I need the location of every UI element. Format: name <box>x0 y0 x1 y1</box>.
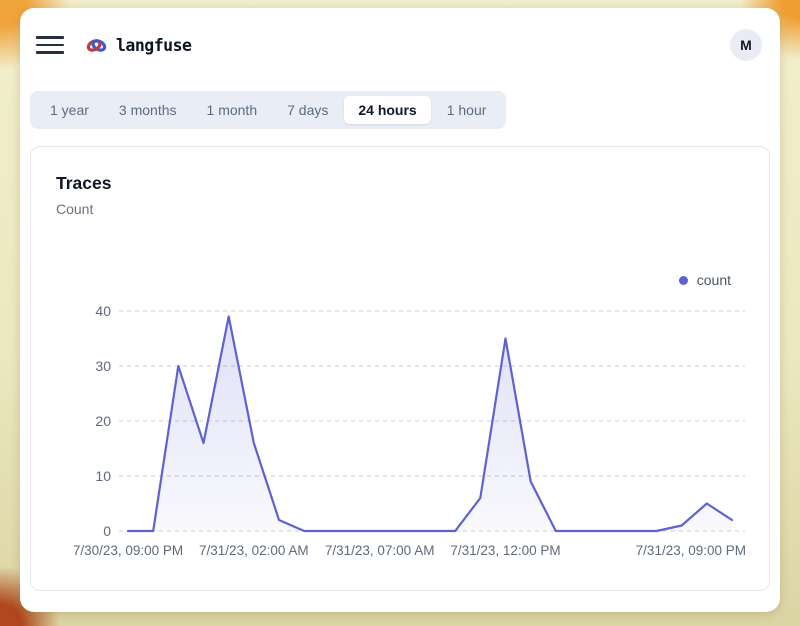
chart-legend: count <box>678 272 731 288</box>
tab-24-hours[interactable]: 24 hours <box>344 96 431 124</box>
langfuse-knot-icon <box>86 35 107 56</box>
legend-label: count <box>696 272 731 288</box>
langfuse-logo-link[interactable]: langfuse <box>86 35 192 56</box>
svg-text:30: 30 <box>95 358 111 374</box>
svg-text:7/31/23, 09:00 PM: 7/31/23, 09:00 PM <box>636 543 746 558</box>
svg-text:7/30/23, 09:00 PM: 7/30/23, 09:00 PM <box>73 543 183 558</box>
svg-text:40: 40 <box>95 303 111 319</box>
time-range-tabs: 1 year 3 months 1 month 7 days 24 hours 1 hou… <box>30 91 507 129</box>
menu-icon[interactable] <box>36 29 64 61</box>
tab-1-hour[interactable]: 1 hour <box>433 96 501 124</box>
svg-text:20: 20 <box>95 413 111 429</box>
app-title: langfuse <box>116 35 192 55</box>
traces-area-chart[interactable]: 0 10 20 30 40 7/30/23, 09:00 PM 7/31/23, 02:00… <box>31 147 771 592</box>
svg-text:7/31/23, 12:00 PM: 7/31/23, 12:00 PM <box>450 543 560 558</box>
svg-text:10: 10 <box>95 468 111 484</box>
card-header: Traces Count <box>31 147 769 217</box>
traces-card: Traces Count count 0 10 20 30 40 7/30/23, 09:… <box>30 146 770 591</box>
legend-dot-icon <box>678 275 688 285</box>
tab-7-days[interactable]: 7 days <box>273 96 342 124</box>
app-window: langfuse M 1 year 3 months 1 month 7 days 24… <box>20 8 780 612</box>
tab-1-month[interactable]: 1 month <box>193 96 272 124</box>
card-subtitle: Count <box>56 201 94 217</box>
top-navbar: langfuse M <box>20 8 780 61</box>
svg-text:0: 0 <box>103 523 111 539</box>
card-title: Traces <box>56 173 112 193</box>
user-avatar[interactable]: M <box>730 29 762 61</box>
tab-3-months[interactable]: 3 months <box>105 96 191 124</box>
svg-text:7/31/23, 07:00 AM: 7/31/23, 07:00 AM <box>325 543 435 558</box>
tab-1-year[interactable]: 1 year <box>36 96 103 124</box>
svg-text:7/31/23, 02:00 AM: 7/31/23, 02:00 AM <box>199 543 309 558</box>
